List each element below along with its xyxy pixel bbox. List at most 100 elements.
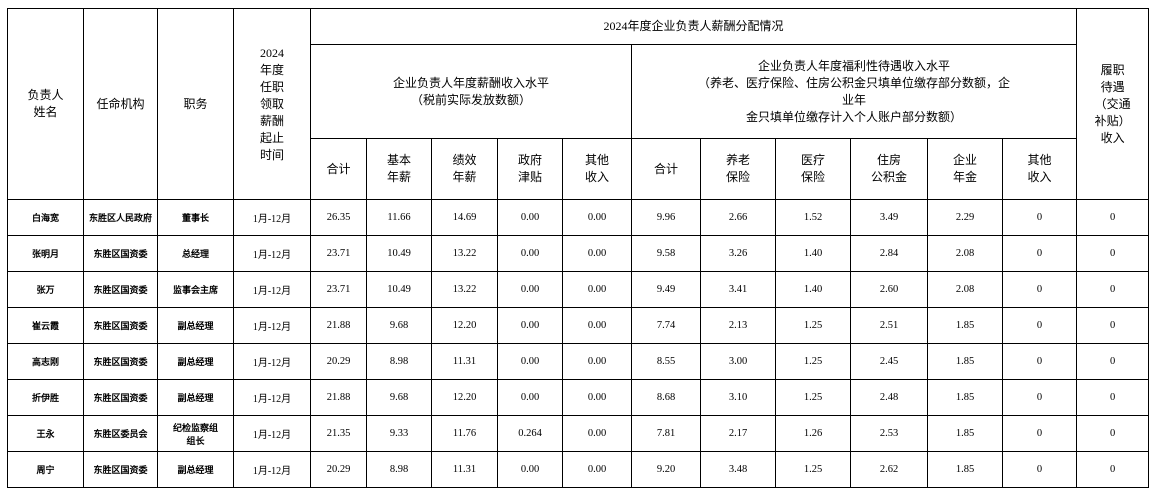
header-span-title: 2024年度企业负责人薪酬分配情况 xyxy=(309,8,1078,45)
cell-housing-fund: 2.60 xyxy=(850,271,928,308)
header-pension: 养老 保险 xyxy=(700,138,776,200)
header-welfare-other: 其他 收入 xyxy=(1001,138,1078,200)
header-welfare-total: 合计 xyxy=(631,138,701,200)
cell-salary-total: 26.35 xyxy=(310,199,367,236)
cell-name: 高志刚 xyxy=(7,343,84,380)
cell-welfare-total: 9.96 xyxy=(631,199,701,236)
cell-salary-total: 20.29 xyxy=(310,343,367,380)
cell-medical: 1.25 xyxy=(775,379,851,416)
header-gov-allowance: 政府 津贴 xyxy=(497,138,563,200)
cell-duty-allowance: 0 xyxy=(1076,379,1150,416)
cell-medical: 1.25 xyxy=(775,451,851,488)
cell-gov-allowance: 0.00 xyxy=(497,379,563,416)
cell-period: 1月-12月 xyxy=(233,451,311,488)
executive-compensation-table: 负责人 姓名 任命机构 职务 2024 年度 任职 领取 薪酬 起止 时间 20… xyxy=(7,8,1150,488)
cell-agency: 东胜区委员会 xyxy=(83,415,158,452)
cell-period: 1月-12月 xyxy=(233,343,311,380)
cell-performance-salary: 13.22 xyxy=(431,235,498,272)
cell-performance-salary: 11.76 xyxy=(431,415,498,452)
cell-annuity: 1.85 xyxy=(927,379,1003,416)
cell-pension: 3.48 xyxy=(700,451,776,488)
cell-welfare-total: 7.81 xyxy=(631,415,701,452)
cell-housing-fund: 2.84 xyxy=(850,235,928,272)
header-group-salary: 企业负责人年度薪酬收入水平 （税前实际发放数额） xyxy=(310,44,632,139)
cell-pension: 3.41 xyxy=(700,271,776,308)
table-row: 折伊胜 东胜区国资委 副总经理 1月-12月 21.88 9.68 12.20 0.00 0.0… xyxy=(7,379,1150,416)
cell-performance-salary: 11.31 xyxy=(431,343,498,380)
cell-name: 张明月 xyxy=(7,235,84,272)
cell-name: 折伊胜 xyxy=(7,379,84,416)
cell-base-salary: 10.49 xyxy=(366,271,432,308)
table-row: 周宁 东胜区国资委 副总经理 1月-12月 20.29 8.98 11.31 0.00 0.00… xyxy=(7,451,1150,488)
cell-medical: 1.25 xyxy=(775,307,851,344)
cell-agency: 东胜区国资委 xyxy=(83,307,158,344)
cell-pension: 3.10 xyxy=(700,379,776,416)
cell-welfare-other: 0 xyxy=(1001,271,1078,308)
table-body: 白海宽 东胜区人民政府 董事长 1月-12月 26.35 11.66 14.69 0.00 0.… xyxy=(7,199,1150,488)
cell-annuity: 1.85 xyxy=(927,343,1003,380)
header-medical: 医疗 保险 xyxy=(775,138,851,200)
cell-annuity: 2.08 xyxy=(927,271,1003,308)
cell-duty-allowance: 0 xyxy=(1076,451,1150,488)
cell-base-salary: 11.66 xyxy=(366,199,432,236)
cell-salary-total: 23.71 xyxy=(310,235,367,272)
cell-medical: 1.25 xyxy=(775,343,851,380)
cell-annuity: 2.08 xyxy=(927,235,1003,272)
cell-other-income: 0.00 xyxy=(562,415,632,452)
header-annuity: 企业 年金 xyxy=(927,138,1003,200)
cell-annuity: 1.85 xyxy=(927,307,1003,344)
header-position: 职务 xyxy=(157,8,234,200)
table-row: 白海宽 东胜区人民政府 董事长 1月-12月 26.35 11.66 14.69 0.00 0.… xyxy=(7,199,1150,236)
cell-annuity: 2.29 xyxy=(927,199,1003,236)
cell-welfare-total: 7.74 xyxy=(631,307,701,344)
cell-salary-total: 23.71 xyxy=(310,271,367,308)
cell-pension: 2.13 xyxy=(700,307,776,344)
cell-performance-salary: 14.69 xyxy=(431,199,498,236)
cell-salary-total: 21.88 xyxy=(310,379,367,416)
cell-pension: 2.66 xyxy=(700,199,776,236)
cell-welfare-other: 0 xyxy=(1001,379,1078,416)
table-header: 负责人 姓名 任命机构 职务 2024 年度 任职 领取 薪酬 起止 时间 20… xyxy=(7,8,1150,200)
cell-base-salary: 9.68 xyxy=(366,379,432,416)
cell-medical: 1.40 xyxy=(775,271,851,308)
cell-gov-allowance: 0.00 xyxy=(497,235,563,272)
cell-duty-allowance: 0 xyxy=(1076,235,1150,272)
header-group-welfare: 企业负责人年度福利性待遇收入水平 （养老、医疗保险、住房公积金只填单位缴存部分数… xyxy=(630,44,1078,139)
cell-other-income: 0.00 xyxy=(562,343,632,380)
cell-annuity: 1.85 xyxy=(927,415,1003,452)
cell-welfare-total: 9.20 xyxy=(631,451,701,488)
cell-duty-allowance: 0 xyxy=(1076,271,1150,308)
cell-medical: 1.40 xyxy=(775,235,851,272)
cell-agency: 东胜区国资委 xyxy=(83,451,158,488)
cell-welfare-total: 9.49 xyxy=(631,271,701,308)
table-row: 王永 东胜区委员会 纪检监察组 组长 1月-12月 21.35 9.33 11.76 0.26… xyxy=(7,415,1150,452)
cell-other-income: 0.00 xyxy=(562,199,632,236)
cell-medical: 1.52 xyxy=(775,199,851,236)
cell-position: 副总经理 xyxy=(157,451,234,488)
table-row: 崔云霞 东胜区国资委 副总经理 1月-12月 21.88 9.68 12.20 0.00 0.0… xyxy=(7,307,1150,344)
cell-duty-allowance: 0 xyxy=(1076,307,1150,344)
header-base-salary: 基本 年薪 xyxy=(366,138,432,200)
cell-other-income: 0.00 xyxy=(562,451,632,488)
header-name: 负责人 姓名 xyxy=(7,8,84,200)
cell-housing-fund: 2.51 xyxy=(850,307,928,344)
cell-period: 1月-12月 xyxy=(233,199,311,236)
cell-period: 1月-12月 xyxy=(233,379,311,416)
cell-gov-allowance: 0.00 xyxy=(497,307,563,344)
cell-position: 董事长 xyxy=(157,199,234,236)
cell-housing-fund: 2.45 xyxy=(850,343,928,380)
cell-other-income: 0.00 xyxy=(562,271,632,308)
cell-position: 副总经理 xyxy=(157,307,234,344)
cell-welfare-total: 9.58 xyxy=(631,235,701,272)
cell-welfare-other: 0 xyxy=(1001,343,1078,380)
cell-position: 监事会主席 xyxy=(157,271,234,308)
cell-agency: 东胜区国资委 xyxy=(83,379,158,416)
cell-base-salary: 10.49 xyxy=(366,235,432,272)
cell-welfare-other: 0 xyxy=(1001,235,1078,272)
cell-other-income: 0.00 xyxy=(562,235,632,272)
cell-period: 1月-12月 xyxy=(233,307,311,344)
cell-welfare-other: 0 xyxy=(1001,199,1078,236)
cell-gov-allowance: 0.00 xyxy=(497,343,563,380)
cell-welfare-total: 8.55 xyxy=(631,343,701,380)
cell-salary-total: 21.35 xyxy=(310,415,367,452)
